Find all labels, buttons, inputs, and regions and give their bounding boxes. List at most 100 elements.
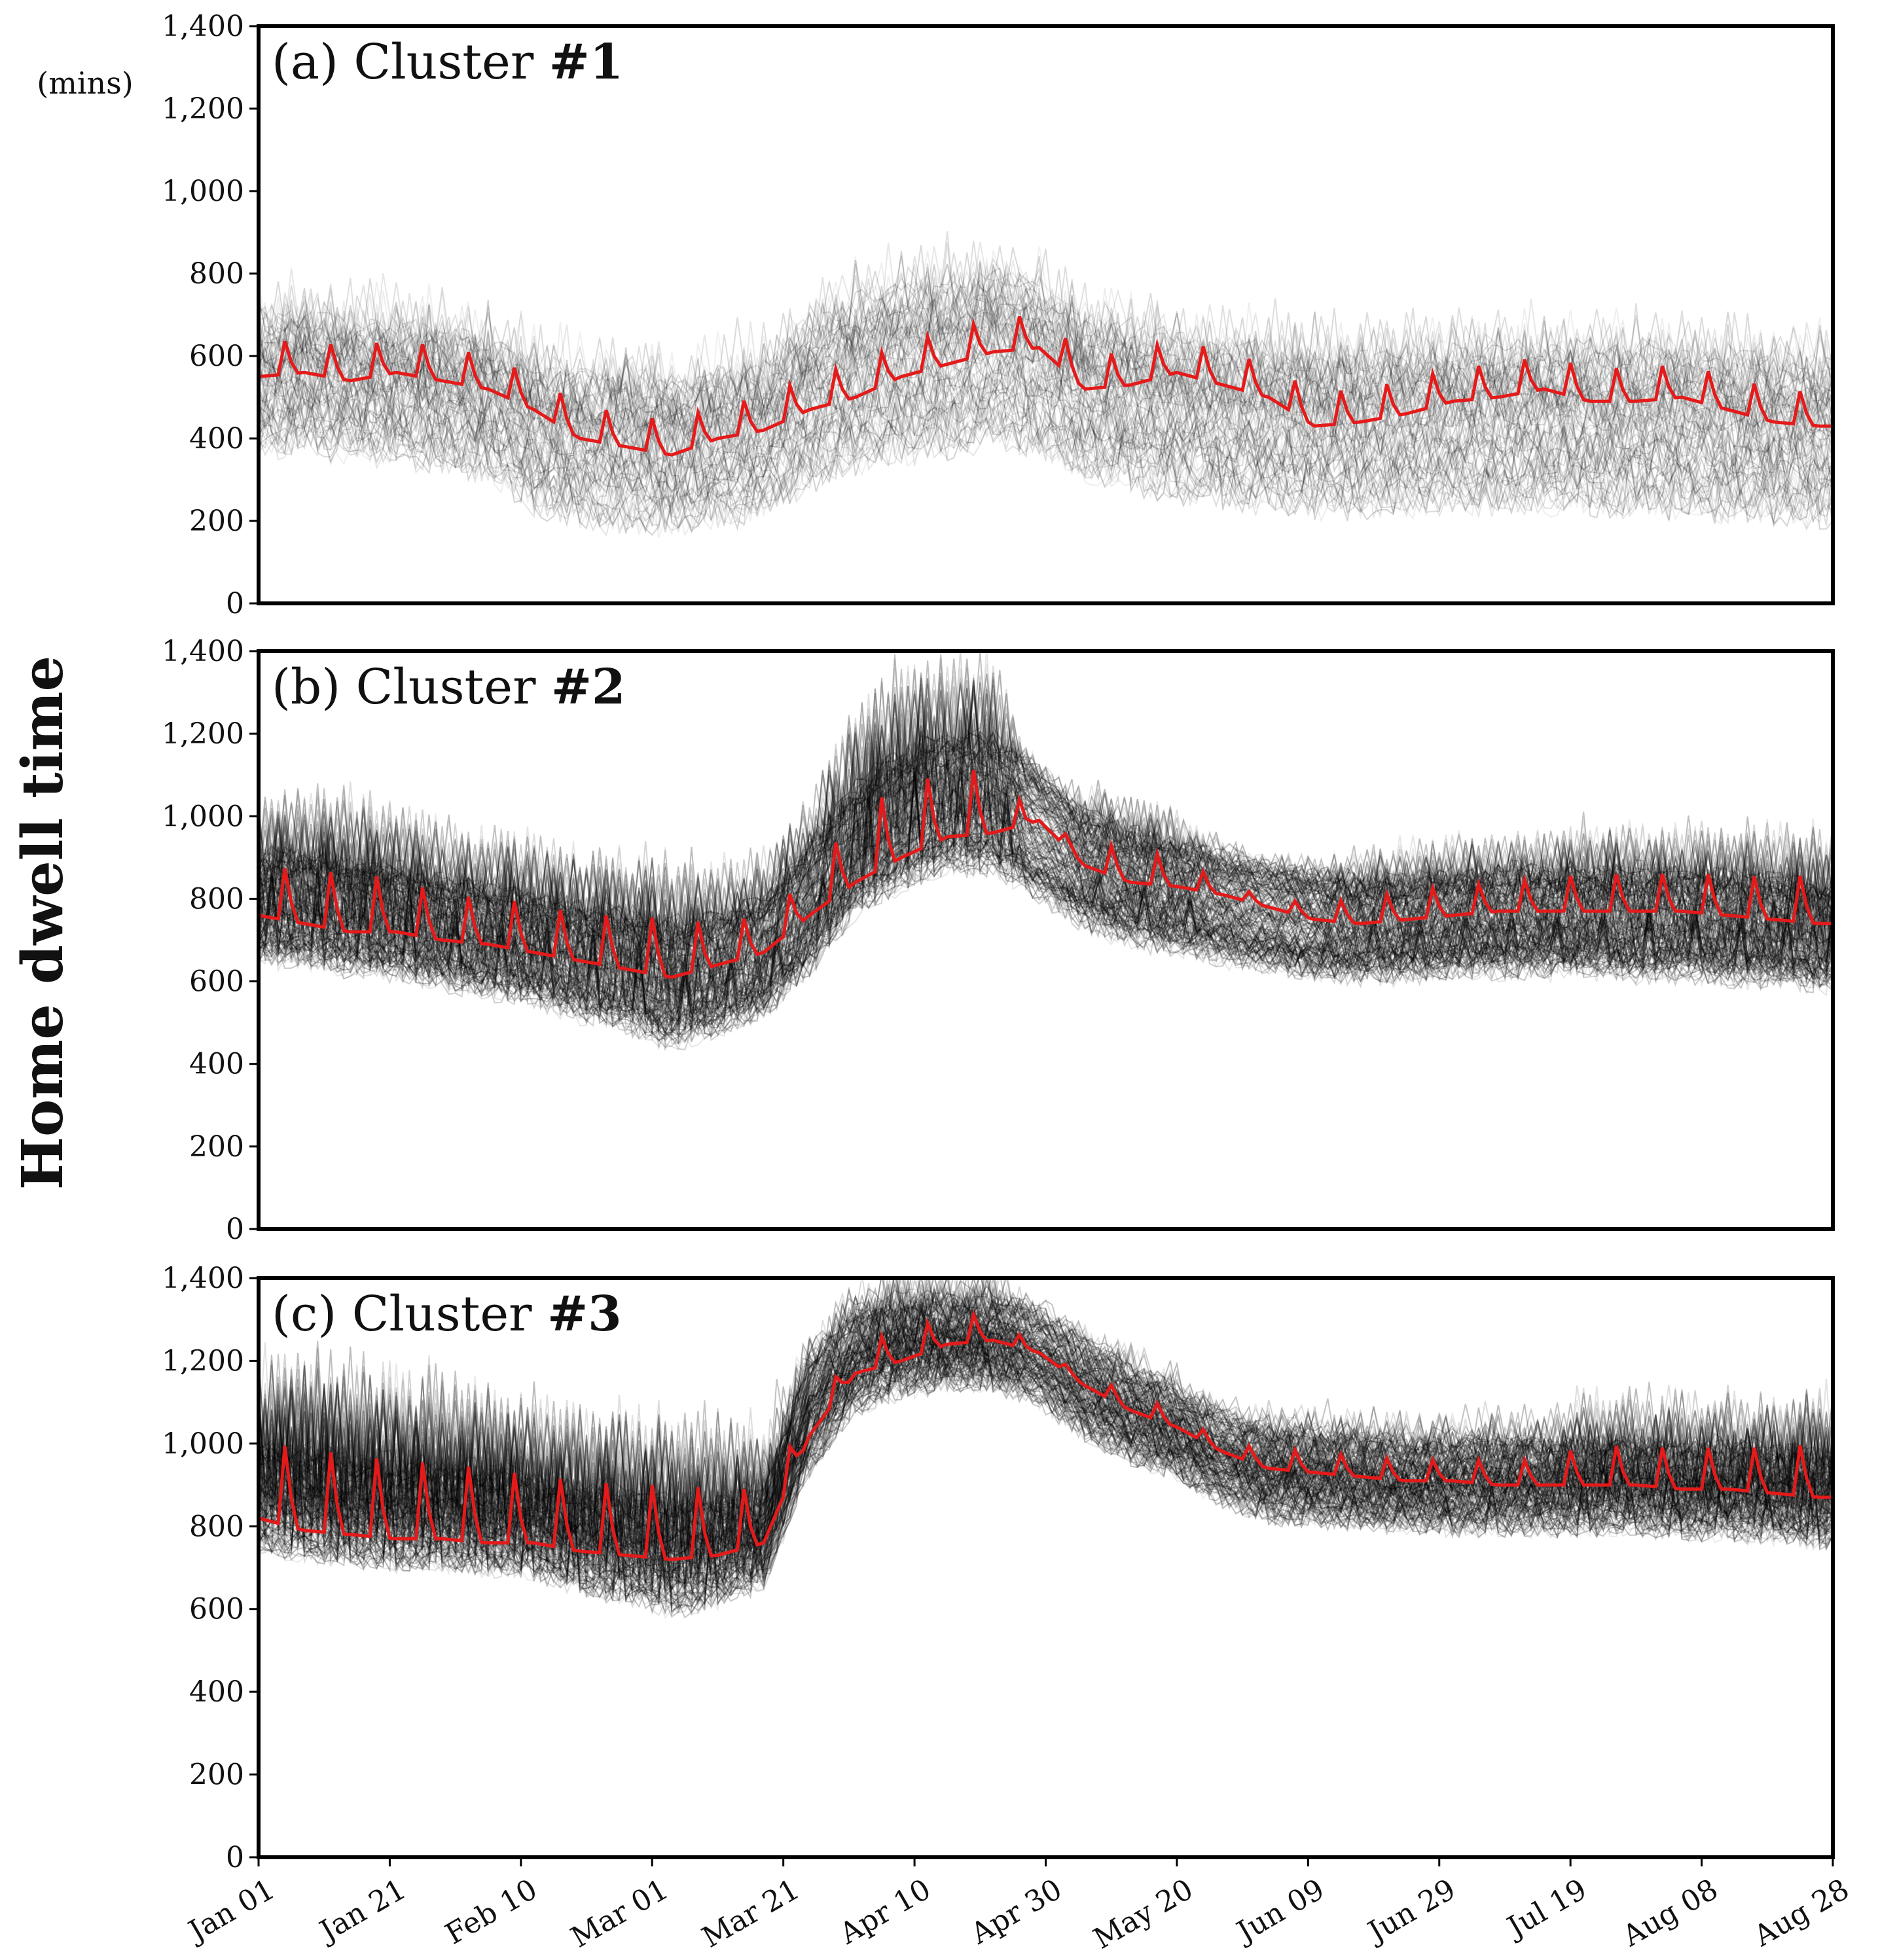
trajectory-line bbox=[259, 709, 1833, 996]
trajectory-line bbox=[259, 1311, 1833, 1568]
trajectory-line bbox=[259, 694, 1833, 950]
trajectory-line bbox=[259, 1325, 1833, 1590]
trajectory-line bbox=[259, 759, 1833, 1022]
trajectory-line bbox=[259, 770, 1833, 1037]
trajectory-line bbox=[259, 1289, 1833, 1543]
trajectory-line bbox=[259, 387, 1833, 531]
trajectory-line bbox=[259, 770, 1833, 1014]
y-tick-label: 800 bbox=[189, 1510, 244, 1543]
trajectory-line bbox=[259, 1282, 1833, 1532]
trajectory-line bbox=[259, 1328, 1833, 1596]
trajectory-line bbox=[259, 1328, 1833, 1579]
trajectory-line bbox=[259, 707, 1833, 969]
trajectory-line bbox=[259, 1317, 1833, 1575]
trajectory-line bbox=[259, 311, 1833, 476]
trajectory-line bbox=[259, 231, 1833, 399]
trajectory-line bbox=[259, 312, 1833, 479]
y-tick-label: 200 bbox=[189, 505, 244, 538]
trajectory-line bbox=[259, 283, 1833, 453]
trajectory-line bbox=[259, 1278, 1833, 1531]
trajectory-line bbox=[259, 738, 1833, 1005]
trajectory-line bbox=[259, 741, 1833, 1017]
trajectory-line bbox=[259, 773, 1833, 1023]
trajectory-line bbox=[259, 259, 1833, 422]
trajectory-line bbox=[259, 1283, 1833, 1529]
trajectory-line bbox=[259, 1336, 1833, 1601]
trajectory-line bbox=[259, 1317, 1833, 1584]
trajectory-line bbox=[259, 1287, 1833, 1548]
y-tick-label: 1,400 bbox=[162, 635, 244, 668]
trajectory-line bbox=[259, 764, 1833, 1007]
x-tick-label: Jan 21 bbox=[312, 1872, 412, 1949]
trajectory-line bbox=[259, 1351, 1833, 1616]
trajectory-line bbox=[259, 733, 1833, 975]
trajectory-line bbox=[259, 270, 1833, 438]
trajectory-line bbox=[259, 391, 1833, 534]
trajectory-line bbox=[259, 731, 1833, 999]
trajectory-line bbox=[259, 1340, 1833, 1605]
panel-title-label: (c) Cluster bbox=[272, 1286, 547, 1342]
trajectory-line bbox=[259, 761, 1833, 993]
trajectory-line bbox=[259, 1288, 1833, 1556]
trajectory-line bbox=[259, 1346, 1833, 1613]
trajectory-line bbox=[259, 684, 1833, 952]
panel-title-number: #3 bbox=[547, 1286, 622, 1342]
trajectory-line bbox=[259, 761, 1833, 1031]
trajectory-line bbox=[259, 734, 1833, 996]
trajectory-line bbox=[259, 678, 1833, 950]
y-tick-label: 600 bbox=[189, 965, 244, 999]
trajectory-line bbox=[259, 1314, 1833, 1590]
trajectory-line bbox=[259, 370, 1833, 522]
trajectory-line bbox=[259, 1340, 1833, 1620]
trajectory-line bbox=[259, 705, 1833, 960]
trajectory-line bbox=[259, 1278, 1833, 1516]
panel-title-number: #2 bbox=[551, 659, 626, 715]
trajectory-line bbox=[259, 251, 1833, 402]
trajectory-line bbox=[259, 274, 1833, 440]
trajectory-line bbox=[259, 1346, 1833, 1614]
trajectory-line bbox=[259, 734, 1833, 1006]
x-tick-label: Jan 01 bbox=[181, 1872, 280, 1949]
trajectory-line bbox=[259, 660, 1833, 948]
panel-c: 0 200 400 600 800 1,000 1,200 1,400 (c) Cluster … bbox=[162, 1262, 1854, 1956]
trajectory-line bbox=[259, 745, 1833, 995]
trajectory-line bbox=[259, 779, 1833, 1037]
trajectory-line bbox=[259, 1314, 1833, 1572]
trajectory-line bbox=[259, 1328, 1833, 1590]
trajectory-line bbox=[259, 672, 1833, 947]
trajectory-line bbox=[259, 1319, 1833, 1578]
trajectory-line bbox=[259, 794, 1833, 1035]
trajectory-line bbox=[259, 1287, 1833, 1543]
trajectory-line bbox=[259, 776, 1833, 1031]
trajectory-line bbox=[259, 772, 1833, 1028]
trajectory-line bbox=[259, 1278, 1833, 1518]
trajectory-line bbox=[259, 1340, 1833, 1597]
trajectory-line bbox=[259, 766, 1833, 1028]
trajectory-line bbox=[259, 1319, 1833, 1575]
trajectory-line bbox=[259, 1347, 1833, 1607]
trajectory-line bbox=[259, 713, 1833, 982]
trajectory-line bbox=[259, 336, 1833, 478]
plot-frame bbox=[257, 649, 1835, 1231]
trajectory-line bbox=[259, 1317, 1833, 1594]
trajectory-line bbox=[259, 796, 1833, 1050]
trajectory-line bbox=[259, 1341, 1833, 1614]
trajectory-line bbox=[259, 1341, 1833, 1613]
trajectory-line bbox=[259, 1338, 1833, 1618]
trajectory-line bbox=[259, 1337, 1833, 1607]
cluster-mean-line bbox=[259, 315, 1833, 457]
trajectory-line bbox=[259, 677, 1833, 950]
trajectory-line bbox=[259, 741, 1833, 1011]
trajectory-line bbox=[259, 749, 1833, 1024]
trajectory-line bbox=[259, 1317, 1833, 1579]
trajectory-line bbox=[259, 677, 1833, 951]
trajectory-line bbox=[259, 1321, 1833, 1580]
trajectory-line bbox=[259, 242, 1833, 410]
panel-title: (a) Cluster #1 bbox=[272, 34, 623, 90]
trajectory-line bbox=[259, 396, 1833, 537]
trajectory-line bbox=[259, 768, 1833, 1026]
trajectory-line bbox=[259, 1336, 1833, 1608]
trajectory-line bbox=[259, 1328, 1833, 1586]
trajectory-line bbox=[259, 658, 1833, 937]
trajectory-line bbox=[259, 1334, 1833, 1600]
